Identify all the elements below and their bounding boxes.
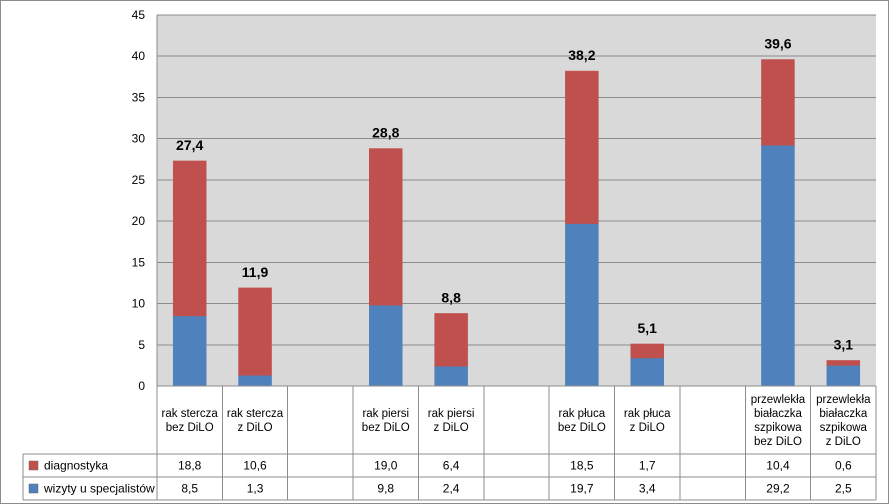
total-data-label: 39,6 [764,36,791,52]
category-label: rak płuca [624,408,671,420]
category-label: bez DiLO [166,422,214,434]
total-data-label: 28,8 [372,125,399,141]
category-label: bez DiLO [754,436,802,448]
category-label: szpikowa [820,422,868,434]
table-value: 29,2 [766,482,790,496]
category-label: białaczka [754,408,803,420]
table-value: 1,7 [639,459,656,473]
bar-diagnostyka [826,360,861,366]
table-value: 0,6 [835,459,852,473]
y-tick-label: 40 [132,49,146,63]
bar-wizyty [369,304,403,387]
table-value: 19,7 [570,482,594,496]
category-label: przewlekła [751,394,806,406]
table-value: 3,4 [639,482,656,496]
category-label: z DiLO [826,436,861,448]
y-tick-label: 0 [138,379,145,393]
bar-diagnostyka [172,160,207,317]
total-data-label: 8,8 [441,289,461,305]
category-label: z DiLO [630,422,665,434]
category-label: z DiLO [237,422,272,434]
y-tick-label: 5 [138,338,145,352]
y-tick-label: 10 [132,297,146,311]
table-value: 9,8 [377,482,394,496]
table-value: 2,5 [835,482,852,496]
table-value: 6,4 [443,459,460,473]
bar-diagnostyka [238,287,272,376]
legend-key-wizyty [28,483,39,494]
bar-wizyty [761,145,795,387]
category-label: białaczka [819,408,868,420]
legend-entry: diagnostyka [44,459,108,473]
category-label: szpikowa [754,422,802,434]
table-value: 19,0 [374,459,398,473]
category-label: rak piersi [428,408,475,420]
table-value: 1,3 [247,482,264,496]
plot-area [157,15,876,386]
category-label: bez DiLO [558,422,606,434]
legend-key-diagnostyka [28,460,39,471]
table-value: 2,4 [443,482,460,496]
y-tick-label: 25 [132,173,146,187]
y-tick-label: 30 [132,132,146,146]
bar-wizyty [434,365,468,387]
table-value: 8,5 [181,482,198,496]
total-data-label: 38,2 [568,47,595,63]
bar-diagnostyka [434,313,468,367]
bar-diagnostyka [630,343,664,359]
category-label: bez DiLO [362,422,410,434]
legend-entry: wizyty u specjalistów [43,482,155,496]
bar-wizyty [172,315,207,387]
category-label: rak piersi [362,408,409,420]
table-value: 18,5 [570,459,594,473]
category-label: przewlekła [816,394,871,406]
total-data-label: 11,9 [242,264,269,280]
y-tick-label: 35 [132,90,146,104]
category-label: rak stercza [227,408,284,420]
y-tick-label: 45 [132,8,146,22]
bar-diagnostyka [369,148,403,306]
bar-diagnostyka [761,59,795,146]
category-label: rak stercza [162,408,219,420]
y-tick-label: 20 [132,214,146,228]
bar-wizyty [565,223,599,387]
total-data-label: 3,1 [834,336,854,352]
table-value: 18,8 [178,459,202,473]
total-data-label: 27,4 [176,137,203,153]
table-value: 10,6 [243,459,267,473]
total-data-label: 5,1 [637,320,657,336]
bar-wizyty [238,375,272,387]
bar-wizyty [826,365,861,387]
bar-wizyty [630,357,664,387]
category-label: rak płuca [559,408,606,420]
table-value: 10,4 [766,459,790,473]
category-label: z DiLO [434,422,469,434]
y-tick-label: 15 [132,255,146,269]
bar-diagnostyka [565,70,599,224]
